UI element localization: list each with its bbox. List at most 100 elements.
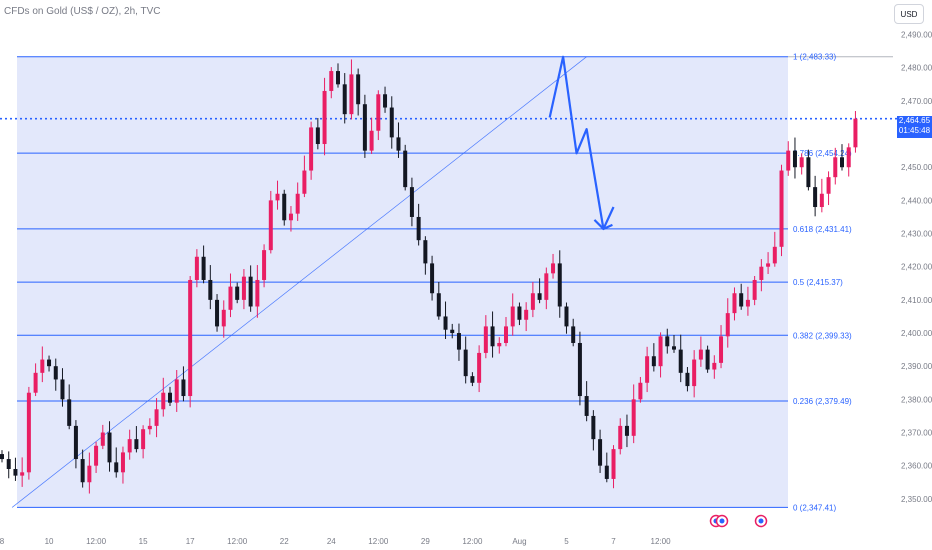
candle-2 — [13, 457, 18, 481]
candle-body — [712, 362, 717, 370]
candle-body — [833, 157, 838, 178]
candle-124 — [833, 147, 838, 185]
candle-body — [497, 342, 502, 347]
candle-95 — [638, 376, 643, 403]
fib-label-4: 0.382 (2,399.33) — [793, 331, 852, 340]
candle-59 — [396, 122, 401, 158]
candle-74 — [497, 337, 502, 354]
candle-102 — [685, 367, 690, 392]
candle-20 — [134, 426, 139, 453]
candle-body — [564, 306, 569, 327]
currency-button[interactable]: USD — [894, 4, 924, 24]
candle-body — [819, 193, 824, 208]
candle-45 — [302, 155, 307, 198]
candle-65 — [436, 281, 441, 320]
candle-114 — [766, 252, 771, 275]
candle-body — [436, 293, 441, 317]
candle-body — [362, 104, 367, 151]
candle-0 — [0, 450, 4, 463]
candle-62 — [416, 203, 421, 246]
projection-arrowhead[interactable] — [593, 219, 613, 231]
candle-body — [161, 392, 166, 410]
candle-body — [215, 299, 220, 327]
candle-21 — [141, 425, 146, 459]
candle-115 — [772, 231, 777, 267]
candle-body — [147, 425, 152, 430]
price-tick-label: 2,490.00 — [901, 31, 932, 40]
candle-body — [13, 468, 18, 476]
candle-body — [114, 462, 119, 473]
candle-body — [517, 306, 522, 320]
candle-body — [692, 359, 697, 387]
candle-51 — [342, 73, 347, 124]
candle-46 — [309, 121, 314, 180]
chart-title: CFDs on Gold (US$ / OZ), 2h, TVC — [4, 6, 161, 17]
candle-7 — [47, 355, 52, 372]
candle-body — [705, 349, 710, 370]
event-marker-1[interactable] — [715, 514, 729, 528]
bar-countdown: 01:45:48 — [898, 126, 931, 135]
candle-body — [53, 366, 58, 380]
time-tick-label: 12:00 — [462, 537, 483, 546]
candle-body — [309, 127, 314, 171]
fib-label-0: 1 (2,483.33) — [793, 53, 836, 62]
candle-body — [33, 372, 38, 393]
candle-body — [618, 425, 623, 450]
candle-body — [47, 359, 52, 367]
candle-body — [349, 74, 354, 115]
candle-18 — [120, 446, 125, 484]
candle-61 — [409, 177, 414, 227]
candle-body — [853, 118, 858, 148]
candle-88 — [591, 410, 596, 451]
candle-93 — [624, 414, 629, 448]
candle-body — [255, 279, 260, 307]
fib-level-lines: 1 (2,483.33) 0.786 (2,454.24) 0.618 (2,431… — [0, 53, 897, 512]
candle-67 — [450, 323, 455, 339]
price-tick-label: 2,350.00 — [901, 495, 932, 504]
time-axis: 8 10 12:00 15 17 12:00 22 24 12:00 29 12:00 Aug 5 7 12… — [0, 537, 671, 546]
candle-85 — [571, 318, 576, 347]
candle-89 — [598, 429, 603, 473]
fib-label-2: 0.618 (2,431.41) — [793, 225, 852, 234]
candle-body — [87, 465, 92, 483]
candle-1 — [6, 451, 11, 479]
candle-body — [329, 71, 334, 91]
candle-82 — [551, 253, 556, 279]
candle-body — [557, 263, 562, 307]
candle-body — [463, 349, 468, 377]
candle-body — [813, 187, 818, 208]
candle-94 — [631, 384, 636, 444]
projection-arrow[interactable] — [548, 55, 615, 231]
candle-104 — [698, 336, 703, 367]
candle-100 — [672, 335, 676, 353]
candle-50 — [336, 63, 340, 88]
time-tick-label: 12:00 — [86, 537, 107, 546]
candle-body — [275, 193, 280, 201]
candle-118 — [792, 137, 797, 179]
economic-events[interactable] — [709, 514, 768, 528]
candle-body — [672, 346, 676, 350]
candle-body — [6, 459, 11, 469]
candle-body — [631, 399, 636, 436]
candle-body — [577, 342, 582, 397]
candle-body — [248, 276, 253, 307]
candle-body — [376, 94, 381, 131]
candle-body — [544, 273, 549, 300]
fib-label-5: 0.236 (2,379.49) — [793, 397, 852, 406]
candle-37 — [248, 265, 253, 312]
projection-path[interactable] — [548, 55, 615, 231]
candle-79 — [530, 281, 535, 318]
candle-body — [739, 293, 744, 307]
candle-body — [786, 150, 791, 171]
candle-99 — [665, 328, 670, 354]
candle-body — [611, 449, 616, 479]
candle-body — [201, 256, 206, 280]
price-tick-label: 2,480.00 — [901, 64, 932, 73]
time-tick-label: 15 — [139, 537, 148, 546]
candle-body — [591, 415, 596, 440]
candle-body — [409, 187, 414, 217]
event-marker-2[interactable] — [754, 514, 768, 528]
candle-body — [403, 150, 408, 188]
candle-body — [94, 445, 99, 466]
